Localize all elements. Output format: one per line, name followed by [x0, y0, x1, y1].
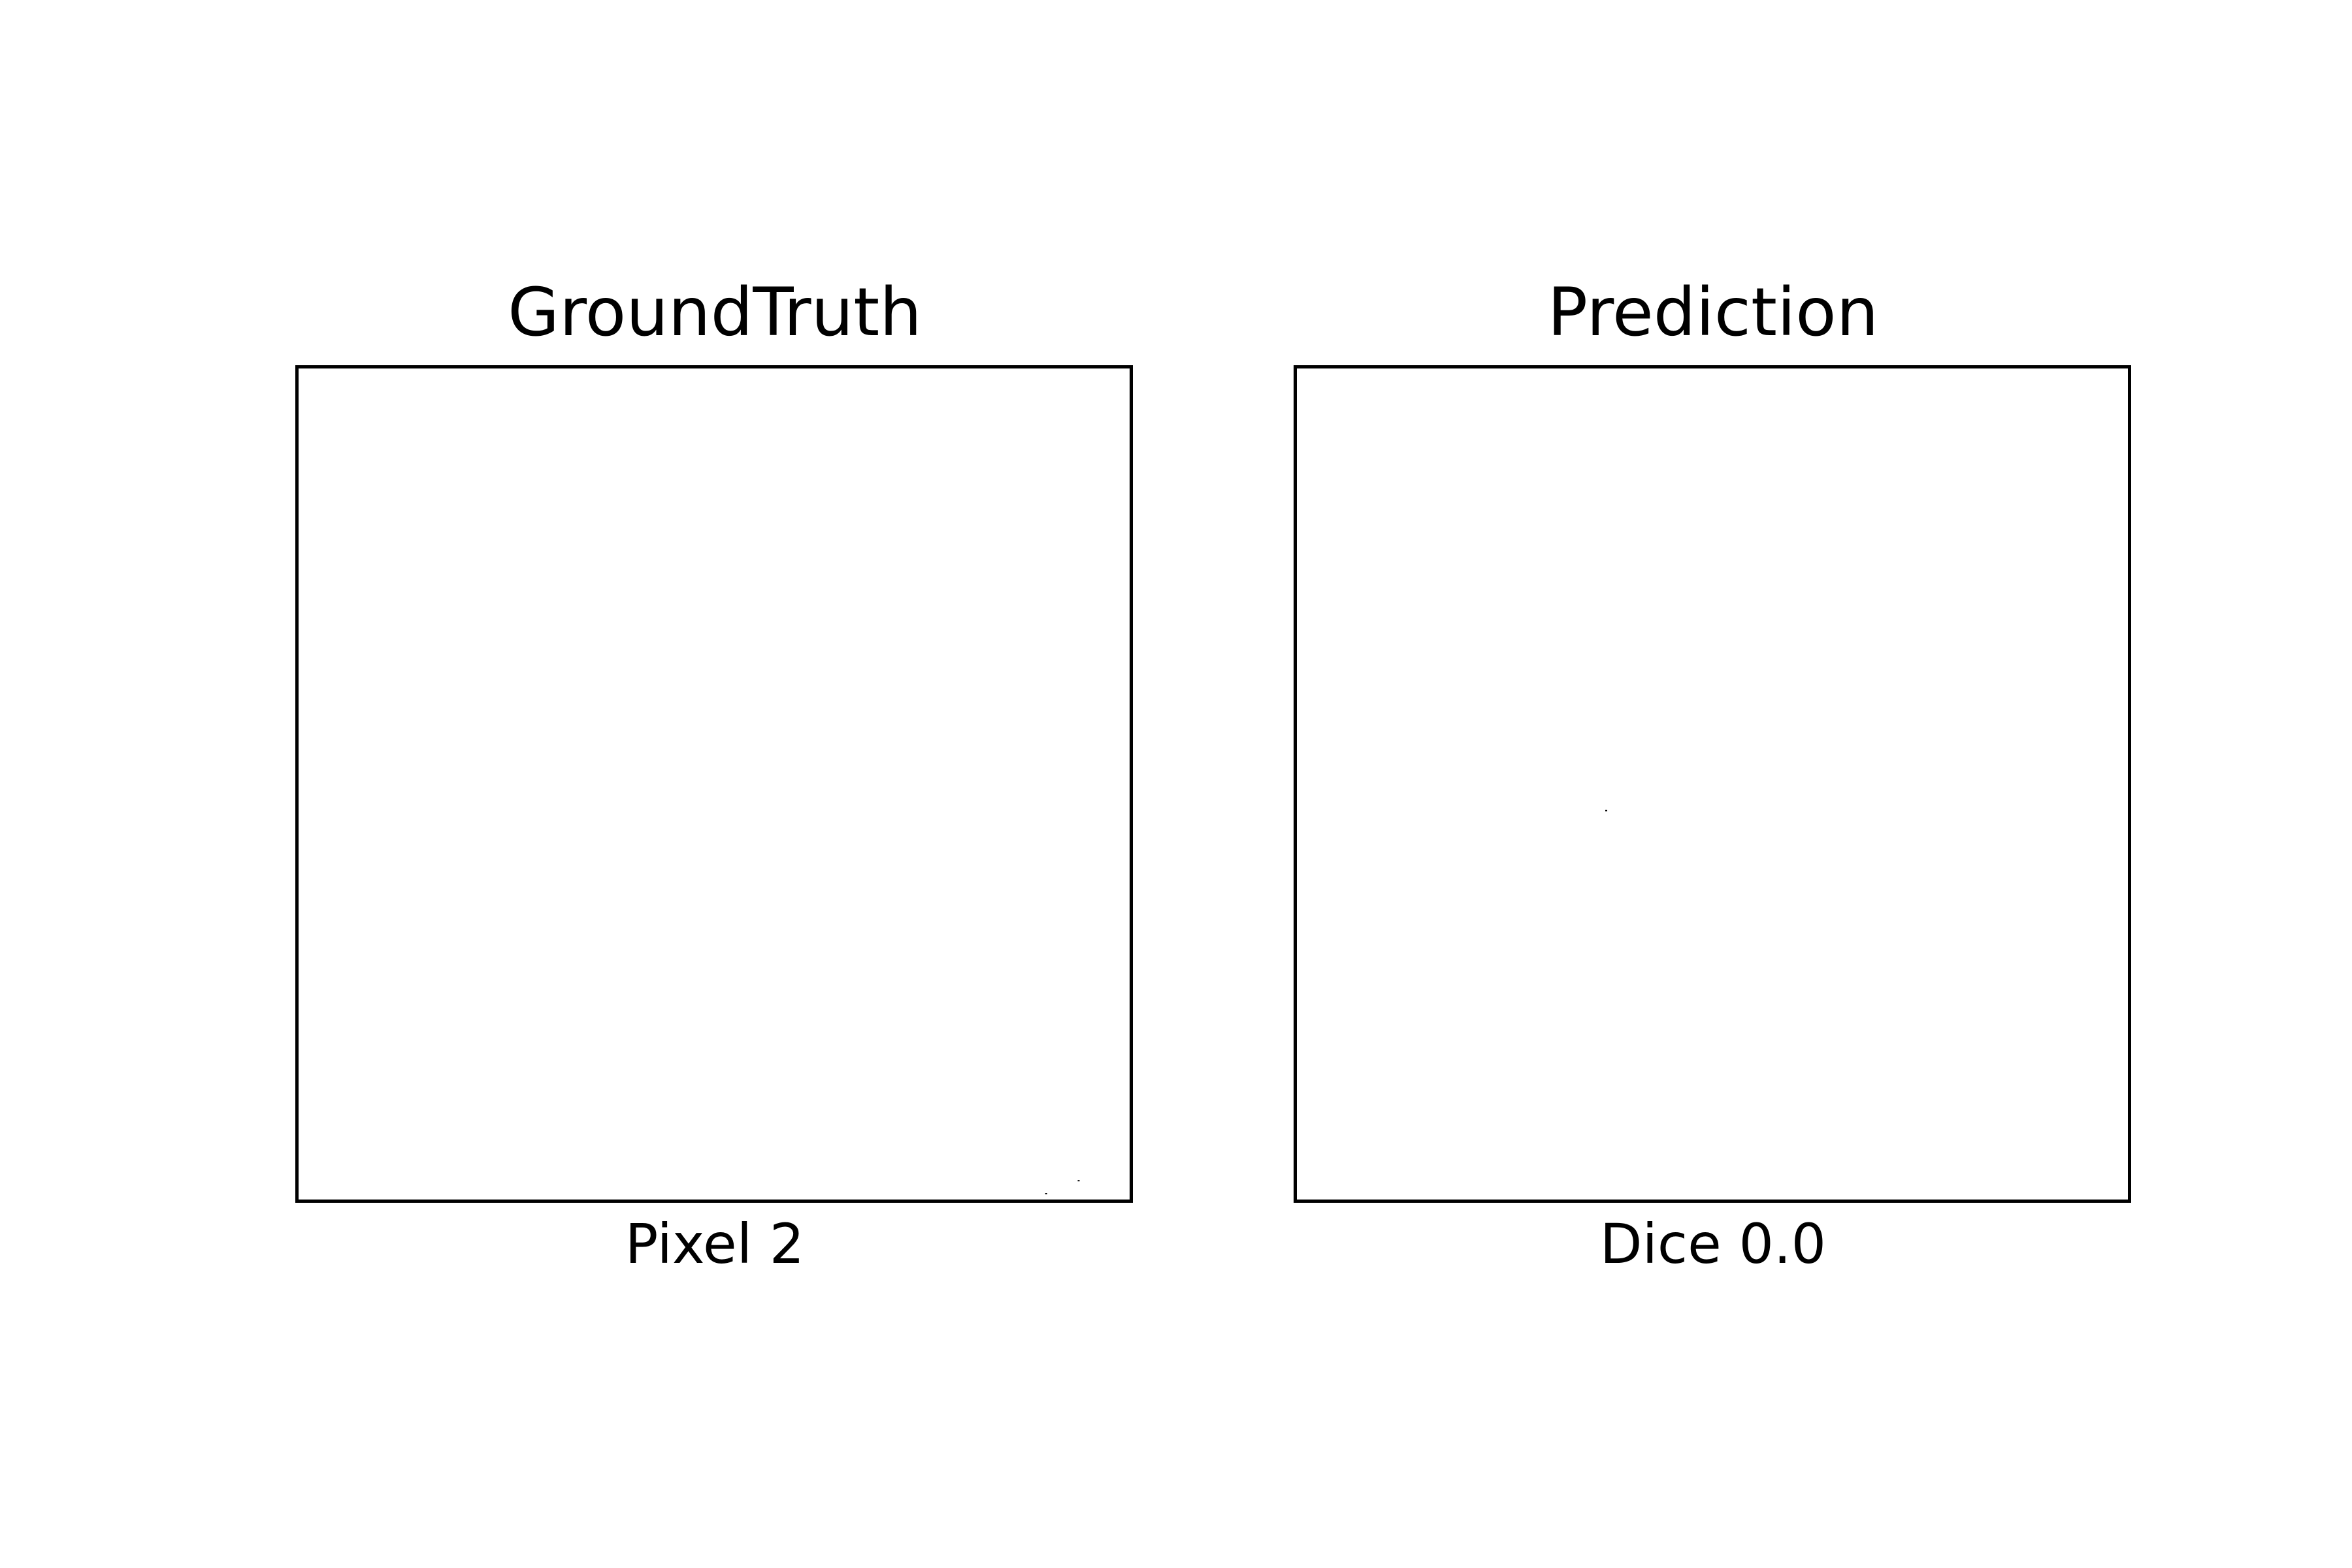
prediction-image-panel	[1294, 365, 2131, 1203]
groundtruth-foreground-pixel-2	[1045, 1193, 1047, 1194]
groundtruth-caption: Pixel 2	[297, 1217, 1133, 1271]
groundtruth-image	[299, 368, 1130, 1200]
groundtruth-title: GroundTruth	[297, 280, 1133, 346]
prediction-image	[1297, 368, 2128, 1200]
groundtruth-foreground-pixel-1	[1078, 1180, 1080, 1181]
groundtruth-background	[299, 368, 1130, 1200]
prediction-background	[1297, 368, 2128, 1200]
prediction-foreground-pixel-1	[1605, 810, 1607, 811]
prediction-title: Prediction	[1295, 280, 2131, 346]
groundtruth-image-panel	[295, 365, 1133, 1203]
prediction-caption: Dice 0.0	[1295, 1217, 2131, 1271]
